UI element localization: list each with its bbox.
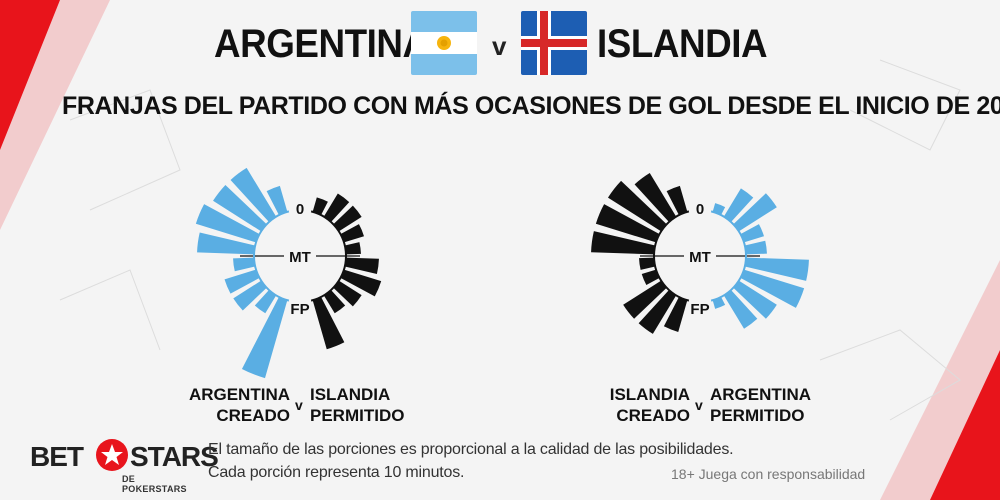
- footnote-line2: Cada porción representa 10 minutos.: [208, 464, 465, 481]
- chart-subtitle: FRANJAS DEL PARTIDO CON MÁS OCASIONES DE…: [62, 92, 1000, 120]
- chart2-left-segment-10: [663, 296, 688, 332]
- radial-chart-1: 0 MT FP: [195, 167, 382, 379]
- chart2-label-half: MT: [689, 249, 711, 266]
- logo-stars-text: STARS: [130, 441, 219, 472]
- chart2-label-end: FP: [690, 301, 709, 318]
- chart2-caption-left: ISLANDIA CREADO: [570, 384, 690, 426]
- chart2-left-segment-1: [666, 185, 688, 216]
- chart2-right-segment-9: [723, 289, 758, 329]
- chart1-right-segment-8: [333, 280, 362, 307]
- chart1-right-segment-6: [344, 257, 379, 275]
- team-away-title: ISLANDIA: [597, 22, 768, 66]
- chart1-right-segment-2: [323, 193, 350, 223]
- chart2-caption-left-metric: CREADO: [616, 406, 690, 425]
- chart2-right-segment-7: [740, 269, 805, 308]
- chart2-left-segment-7: [641, 269, 660, 286]
- chart1-left-base-arc: [253, 210, 290, 302]
- chart1-right-segment-7: [340, 269, 382, 297]
- chart2-left-segment-2: [634, 173, 677, 223]
- chart1-label-end: FP: [290, 301, 309, 318]
- chart1-right-segment-4: [340, 224, 365, 243]
- chart2-left-segment-6: [639, 257, 656, 270]
- responsibility-text: 18+ Juega con responsabilidad: [671, 466, 866, 482]
- chart1-caption-right-metric: PERMITIDO: [310, 406, 405, 425]
- logo-sub-text: DE POKERSTARS: [122, 474, 187, 494]
- chart2-caption-left-team: ISLANDIA: [609, 385, 690, 404]
- chart1-left-segment-5: [197, 232, 256, 255]
- chart1-right-base-arc: [310, 210, 347, 302]
- chart2-label-start: 0: [696, 201, 704, 218]
- chart2-caption-v: v: [695, 397, 703, 413]
- chart2-left-segment-8: [623, 280, 667, 319]
- chart1-left-segment-6: [233, 257, 256, 272]
- chart1-right-segment-5: [344, 242, 361, 255]
- logo-bet-text: BET: [30, 441, 84, 472]
- chart2-right-segment-3: [733, 193, 777, 232]
- chart2-left-segment-3: [607, 180, 667, 232]
- chart2-right-segment-5: [744, 240, 767, 255]
- chart1-caption-left-team: ARGENTINA: [188, 385, 290, 404]
- chart1-left-segment-7: [224, 269, 260, 294]
- chart1-left-segment-4: [195, 204, 260, 243]
- chart1-right-segment-10: [312, 296, 345, 350]
- chart2-caption-right-metric: PERMITIDO: [710, 406, 805, 425]
- chart1-left-segment-8: [233, 280, 267, 311]
- chart1-left-segment-1: [266, 185, 288, 216]
- chart1-label-start: 0: [296, 201, 304, 218]
- chart1-left-segment-9: [254, 289, 277, 314]
- chart1-caption-v: v: [295, 397, 303, 413]
- radial-chart-2: 0 MT FP: [591, 173, 809, 334]
- chart2-left-base-arc: [653, 210, 690, 302]
- chart2-right-segment-2: [723, 188, 754, 223]
- argentina-flag-icon: [411, 11, 477, 75]
- footnote-line1: El tamaño de las porciones es proporcion…: [208, 441, 734, 458]
- chart1-caption-left: ARGENTINA CREADO: [170, 384, 290, 426]
- chart1-caption-left-metric: CREADO: [216, 406, 290, 425]
- chart1-right-segment-9: [323, 289, 346, 314]
- chart2-caption-right: ARGENTINA PERMITIDO: [710, 384, 811, 426]
- betstars-logo: BET STARS DE POKERSTARS: [30, 437, 219, 494]
- mt-label-bg: [684, 246, 716, 266]
- iceland-flag-icon: [521, 11, 587, 75]
- chart2-caption-right-team: ARGENTINA: [710, 385, 812, 404]
- chart1-caption-right: ISLANDIA PERMITIDO: [310, 384, 404, 426]
- chart1-caption-right-team: ISLANDIA: [310, 385, 391, 404]
- versus-label: v: [492, 31, 507, 61]
- chart1-left-segment-2: [230, 167, 277, 223]
- chart1-left-segment-10: [241, 296, 288, 379]
- team-home-title: ARGENTINA: [214, 22, 429, 66]
- chart1-left-segment-3: [213, 184, 267, 232]
- chart2-left-segment-4: [595, 204, 660, 243]
- chart1-right-segment-3: [333, 205, 362, 232]
- chart2-right-segment-4: [740, 224, 765, 243]
- chart2-right-base-arc: [710, 210, 747, 302]
- chart2-left-segment-5: [591, 231, 656, 255]
- chart1-label-half: MT: [289, 249, 311, 266]
- mt-label-bg: [284, 246, 316, 266]
- chart1-right-segment-1: [312, 197, 328, 216]
- star-logo-icon: [96, 439, 128, 471]
- chart2-left-segment-9: [638, 289, 677, 334]
- chart2-right-segment-8: [733, 280, 777, 319]
- chart2-right-segment-6: [744, 257, 809, 281]
